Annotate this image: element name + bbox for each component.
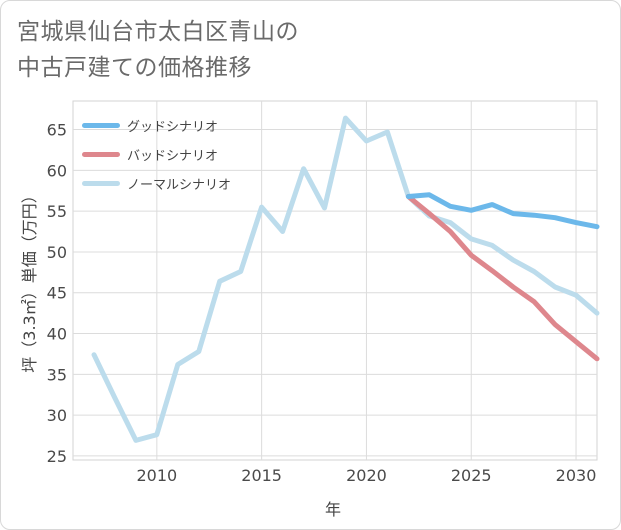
chart-title: 宮城県仙台市太白区青山の 中古戸建ての価格推移 — [17, 14, 417, 86]
legend-label-bad: バッドシナリオ — [127, 149, 219, 164]
y-tick-label: 60 — [47, 161, 67, 180]
legend-swatch-bad — [82, 152, 120, 157]
y-tick-label: 40 — [47, 325, 67, 344]
legend-item-good[interactable]: グッドシナリオ — [76, 111, 256, 140]
legend-item-bad[interactable]: バッドシナリオ — [76, 140, 256, 169]
legend-swatch-good — [82, 123, 120, 128]
y-tick-label: 50 — [47, 243, 67, 262]
x-tick-label: 2025 — [451, 466, 492, 485]
x-axis-label: 年 — [324, 500, 342, 519]
legend-item-normal[interactable]: ノーマルシナリオ — [76, 169, 256, 198]
good-scenario-line — [405, 192, 600, 230]
chart-title-line-1: 宮城県仙台市太白区青山の — [17, 19, 299, 45]
chart-title-line-2: 中古戸建ての価格推移 — [17, 55, 252, 81]
x-tick-label: 2030 — [556, 466, 597, 485]
y-tick-label: 25 — [47, 447, 67, 466]
y-tick-label: 65 — [47, 121, 67, 140]
normal-scenario-line — [91, 115, 600, 443]
y-tick-label: 30 — [47, 406, 67, 425]
x-tick-label: 2020 — [346, 466, 387, 485]
legend-label-good: グッドシナリオ — [127, 120, 219, 135]
y-axis-label: 坪（3.3㎡）単価（万円） — [20, 187, 39, 373]
legend-label-normal: ノーマルシナリオ — [127, 178, 232, 193]
legend: グッドシナリオ バッドシナリオ ノーマルシナリオ — [76, 111, 256, 198]
y-tick-label: 45 — [47, 284, 67, 303]
y-tick-label: 55 — [47, 202, 67, 221]
x-tick-label: 2010 — [136, 466, 177, 485]
y-tick-label: 35 — [47, 365, 67, 384]
bad-scenario-line — [405, 194, 600, 362]
x-tick-label: 2015 — [241, 466, 282, 485]
legend-swatch-normal — [82, 181, 120, 186]
